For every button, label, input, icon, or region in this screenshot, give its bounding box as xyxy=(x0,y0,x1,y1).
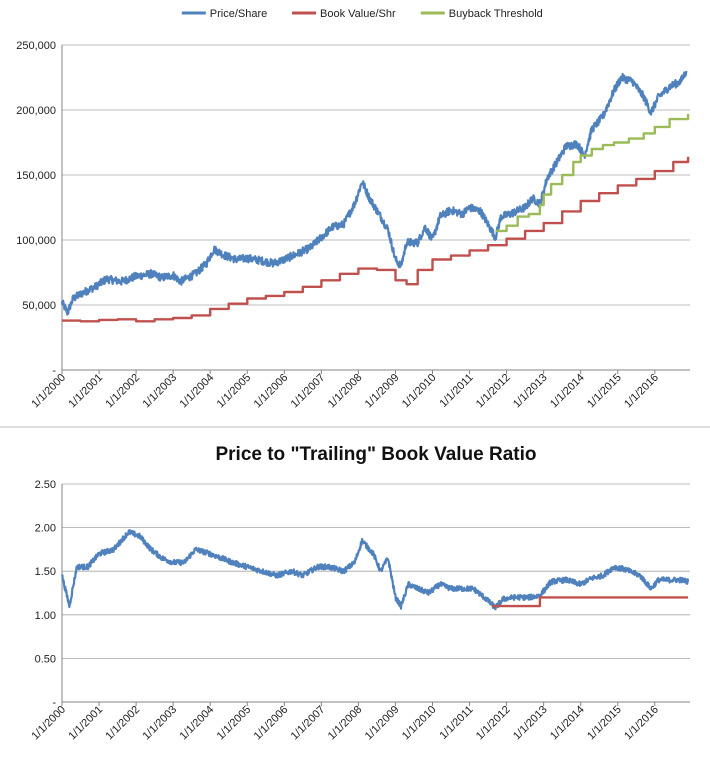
x-tick-label: 1/1/2001 xyxy=(66,704,105,743)
legend-item: Book Value/Shr xyxy=(292,8,396,20)
x-tick-label: 1/1/2013 xyxy=(511,372,550,411)
x-tick-label: 1/1/2003 xyxy=(141,372,180,411)
legend-label: Buyback Threshold xyxy=(449,8,543,20)
x-tick-label: 1/1/2002 xyxy=(103,372,142,411)
y-tick-label: - xyxy=(52,697,56,709)
y-tick-label: 1.00 xyxy=(35,610,56,622)
x-tick-label: 1/1/2011 xyxy=(437,704,475,742)
y-tick-label: 1.50 xyxy=(35,566,56,578)
x-tick-label: 1/1/2005 xyxy=(215,704,254,743)
x-tick-label: 1/1/2004 xyxy=(178,704,217,743)
x-tick-label: 1/1/2000 xyxy=(29,372,68,411)
y-tick-label: - xyxy=(52,365,56,377)
x-tick-label: 1/1/2014 xyxy=(548,372,587,411)
y-tick-label: 0.50 xyxy=(35,653,56,665)
y-tick-label: 100,000 xyxy=(16,235,56,247)
x-tick-label: 1/1/2002 xyxy=(103,704,142,743)
x-tick-label: 1/1/2005 xyxy=(215,372,254,411)
x-tick-label: 1/1/2008 xyxy=(326,372,365,411)
legend-label: Book Value/Shr xyxy=(320,8,396,20)
x-tick-label: 1/1/2012 xyxy=(474,372,513,411)
x-tick-label: 1/1/2010 xyxy=(400,704,439,743)
x-tick-label: 1/1/2004 xyxy=(178,372,217,411)
chart-1: - 50,000 100,000 150,000 200,000 250,000 1/1/2… xyxy=(16,8,690,410)
x-tick-label: 1/1/2009 xyxy=(363,372,402,411)
x-tick-label: 1/1/2008 xyxy=(326,704,365,743)
x-tick-label: 1/1/2001 xyxy=(66,372,105,411)
x-tick-label: 1/1/2009 xyxy=(363,704,402,743)
x-tick-label: 1/1/2012 xyxy=(474,704,513,743)
x-tick-label: 1/1/2014 xyxy=(548,704,587,743)
x-tick-label: 1/1/2013 xyxy=(511,704,550,743)
legend-label: Price/Share xyxy=(210,8,267,20)
legend-item: Price/Share xyxy=(181,8,267,20)
series-line-series-1 xyxy=(61,529,690,611)
x-tick-label: 1/1/2015 xyxy=(585,372,624,411)
legend-item: Buyback Threshold xyxy=(420,8,543,20)
x-tick-label: 1/1/2016 xyxy=(622,372,661,411)
x-tick-label: 1/1/2015 xyxy=(585,704,624,743)
y-tick-label: 2.50 xyxy=(35,479,56,491)
y-tick-label: 150,000 xyxy=(16,170,56,182)
x-tick-label: 1/1/2006 xyxy=(252,704,291,743)
x-tick-label: 1/1/2003 xyxy=(141,704,180,743)
y-tick-label: 250,000 xyxy=(16,40,56,52)
x-tick-label: 1/1/2011 xyxy=(437,372,475,410)
series-line-series-2 xyxy=(491,596,689,608)
x-tick-label: 1/1/2007 xyxy=(289,704,328,743)
series-line-price-share xyxy=(60,70,688,316)
series-line-buyback-threshold xyxy=(495,113,690,233)
y-tick-label: 200,000 xyxy=(16,105,56,117)
x-tick-label: 1/1/2006 xyxy=(252,372,291,411)
x-tick-label: 1/1/2000 xyxy=(29,704,68,743)
series-line-book-value-shr xyxy=(62,156,690,323)
y-tick-label: 50,000 xyxy=(22,300,56,312)
chart-2: Price to "Trailing" Book Value Ratio - 0.5… xyxy=(29,444,690,742)
chart-title: Price to "Trailing" Book Value Ratio xyxy=(215,444,536,465)
y-tick-label: 2.00 xyxy=(35,523,56,535)
x-tick-label: 1/1/2010 xyxy=(400,372,439,411)
x-tick-label: 1/1/2007 xyxy=(289,372,328,411)
x-tick-label: 1/1/2016 xyxy=(622,704,661,743)
